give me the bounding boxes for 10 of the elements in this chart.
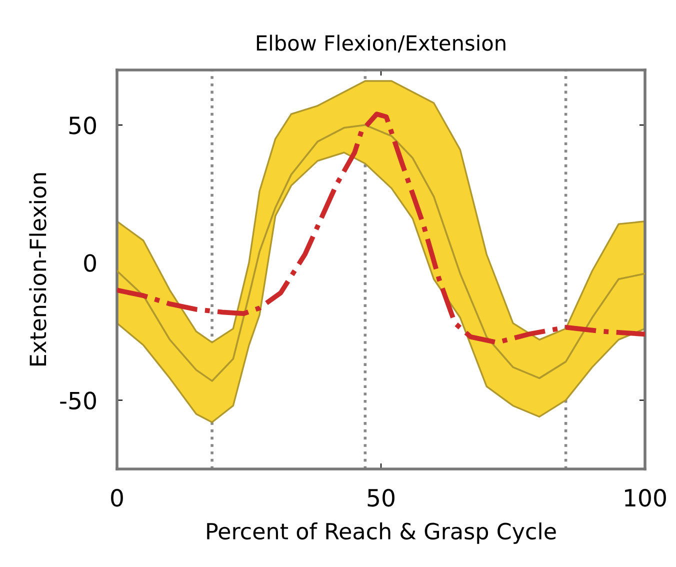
y-tick-label: -50: [60, 392, 96, 410]
x-axis-title: Percent of Reach & Grasp Cycle: [207, 522, 556, 544]
line-series: [117, 112, 645, 345]
chart-title: Elbow Flexion/Extension: [256, 34, 506, 52]
y-tick-label: 0: [84, 254, 96, 272]
x-tick-label: 100: [625, 488, 666, 507]
y-axis-title: Extension-Flexion: [29, 173, 46, 366]
y-tick-label: 50: [69, 116, 96, 134]
x-tick-label: 0: [111, 488, 123, 507]
x-tick-label: 50: [368, 488, 394, 507]
